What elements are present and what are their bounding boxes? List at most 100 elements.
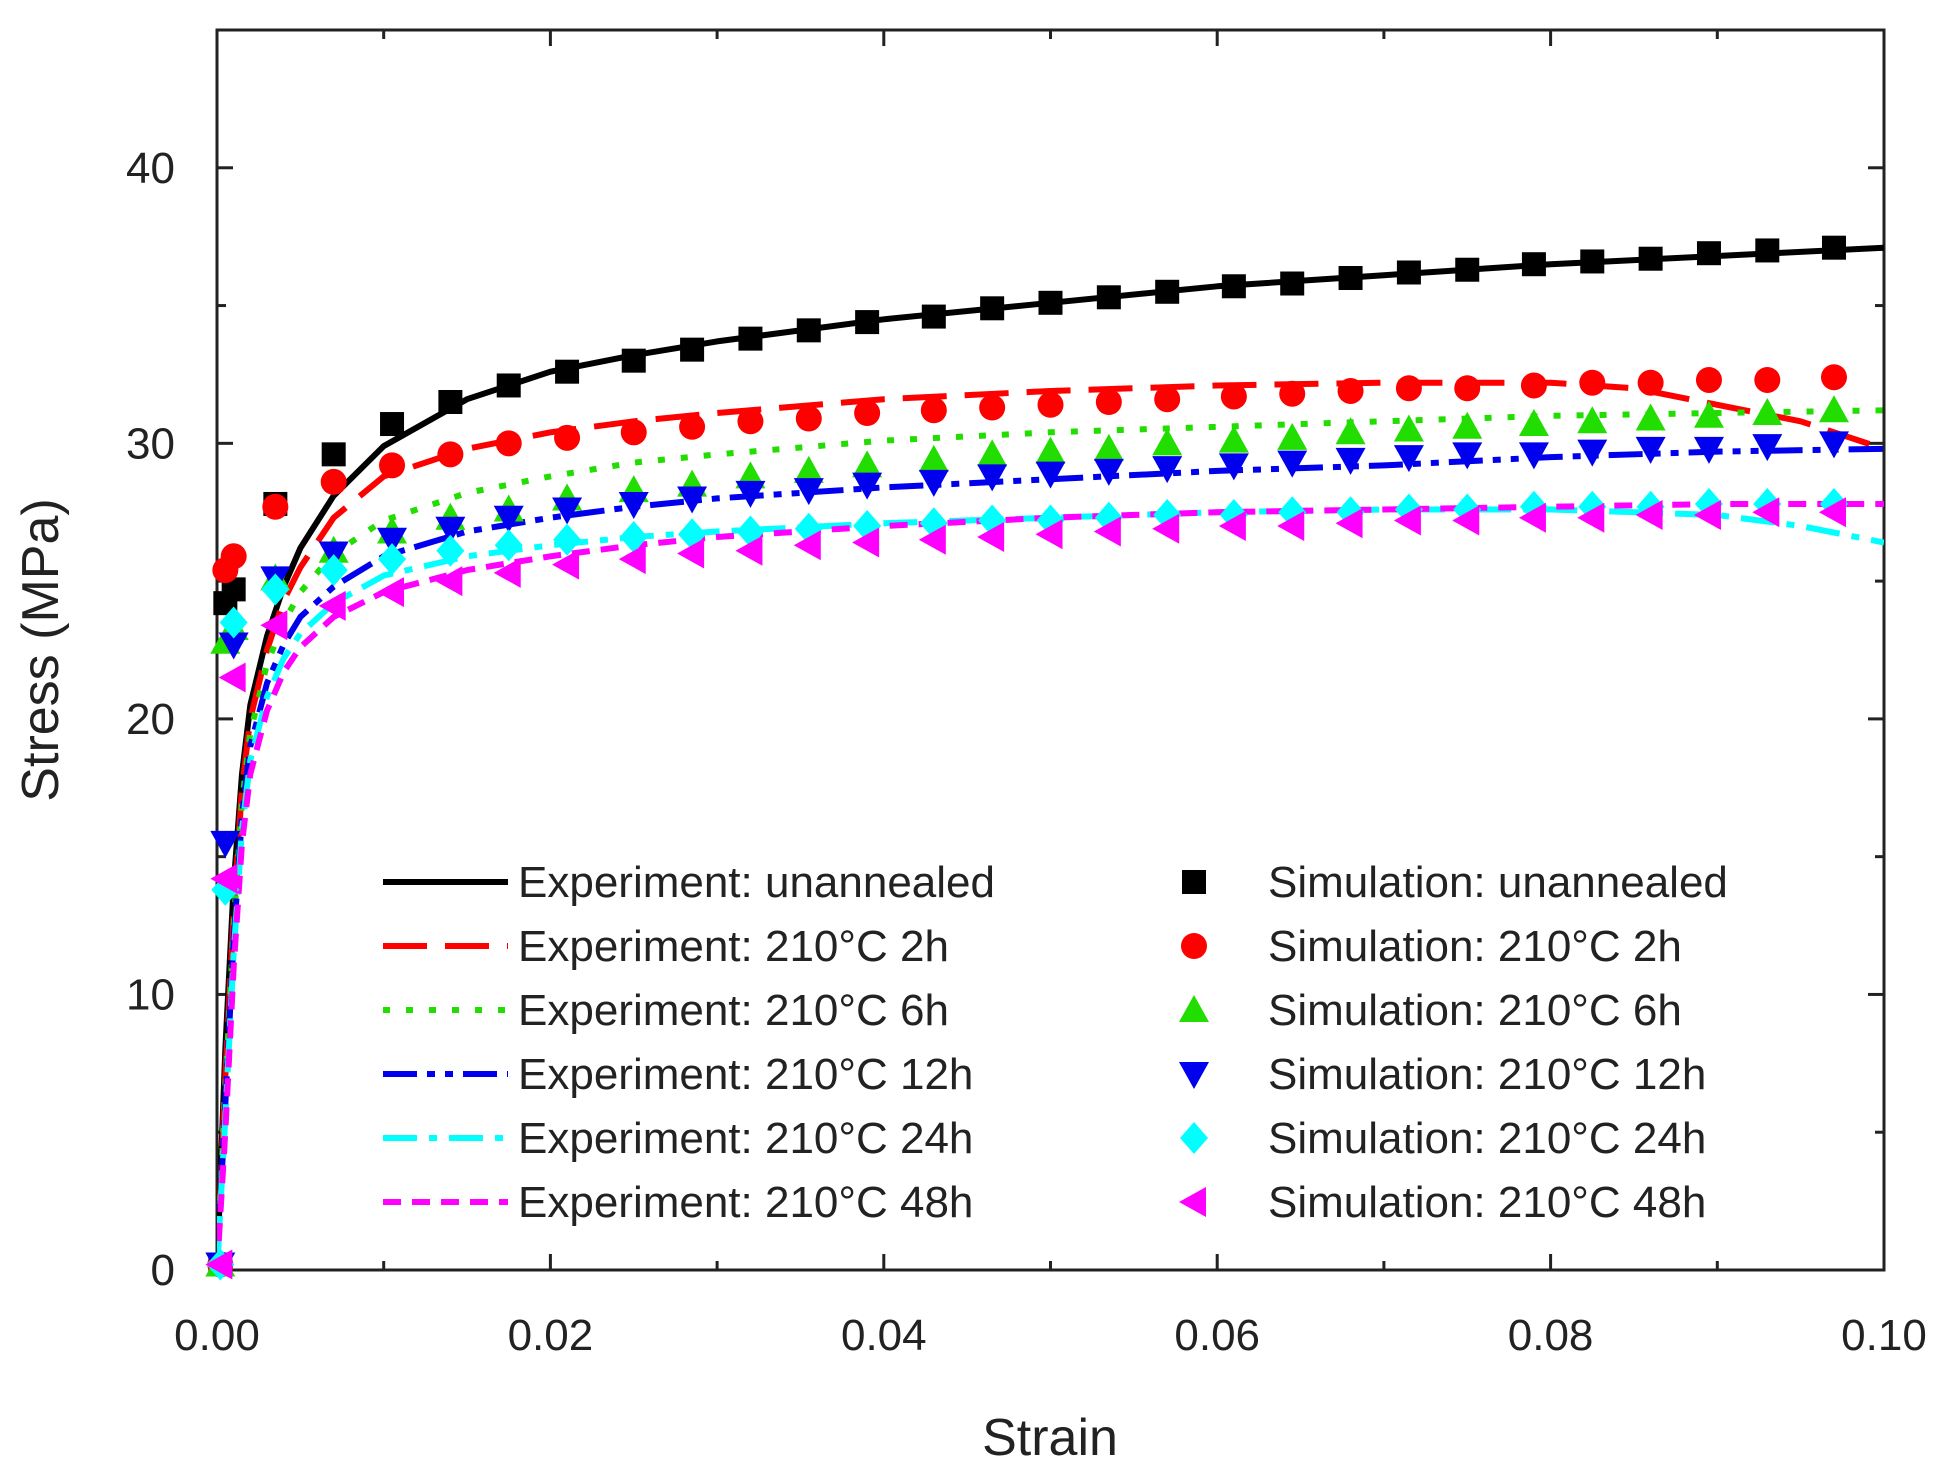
legend-label: Experiment: 210°C 2h [518, 922, 949, 971]
data-point [1752, 398, 1783, 426]
data-point [262, 493, 289, 520]
data-point [918, 524, 946, 555]
data-point [1577, 439, 1608, 467]
data-point [1335, 417, 1366, 445]
x-axis-title: Strain [982, 1409, 1118, 1467]
data-point [205, 1249, 233, 1280]
data-point [735, 480, 766, 508]
y-tick-label: 20 [126, 695, 175, 744]
legend-label: Experiment: unannealed [518, 858, 995, 907]
data-point [793, 478, 824, 506]
data-point [1695, 366, 1722, 393]
data-point [319, 554, 348, 587]
data-point [493, 505, 524, 533]
data-point [1096, 285, 1121, 310]
data-point [554, 424, 581, 451]
data-point [679, 413, 706, 440]
legend-marker-swatch [1181, 933, 1207, 959]
data-point [1455, 257, 1480, 282]
legend-label: Simulation: 210°C 48h [1268, 1178, 1706, 1227]
data-point [1093, 433, 1124, 461]
data-point [1221, 274, 1246, 299]
data-point [1693, 400, 1724, 428]
data-point [261, 573, 290, 606]
data-point [1035, 461, 1066, 489]
data-point [979, 394, 1006, 421]
data-point [1393, 445, 1424, 473]
legend-label: Experiment: 210°C 48h [518, 1178, 973, 1227]
data-point [1577, 406, 1608, 434]
legend-label: Simulation: 210°C 12h [1268, 1050, 1706, 1099]
data-point [796, 318, 821, 343]
data-point [1755, 238, 1780, 263]
data-point [1518, 409, 1549, 437]
data-point [795, 405, 822, 432]
data-point [1337, 377, 1364, 404]
data-point [218, 662, 246, 693]
data-point [618, 491, 649, 519]
legend-label: Experiment: 210°C 6h [518, 986, 949, 1035]
data-point [496, 373, 521, 398]
legend-marker-swatch [1179, 995, 1209, 1022]
series-markers [205, 235, 1849, 1281]
data-point [1037, 391, 1064, 418]
data-point [1637, 369, 1664, 396]
data-point [378, 543, 407, 576]
data-point [495, 430, 522, 457]
data-point [737, 408, 764, 435]
y-tick-label: 40 [126, 144, 175, 193]
data-point [977, 439, 1008, 467]
data-point [677, 486, 708, 514]
legend-marker-swatch [1182, 870, 1206, 894]
data-point [918, 469, 949, 497]
data-point [318, 590, 346, 621]
legend-marker-swatch [1179, 1062, 1209, 1089]
data-point [321, 442, 346, 467]
data-point [680, 337, 705, 362]
legend-marker-swatch [1179, 1187, 1206, 1217]
legend-label: Simulation: 210°C 24h [1268, 1114, 1706, 1163]
y-tick-label: 30 [126, 419, 175, 468]
data-point [1818, 497, 1846, 528]
data-point [1095, 389, 1122, 415]
data-point [435, 566, 463, 597]
data-point [377, 577, 405, 608]
data-point [437, 441, 464, 468]
data-point [1577, 502, 1605, 533]
x-tick-label: 0.04 [841, 1311, 927, 1360]
axis-ticks: 0.00 0.02 0.04 0.06 0.08 0.10 0 10 20 30 40 [126, 28, 1927, 1360]
data-point [320, 468, 347, 495]
data-point [1635, 436, 1666, 464]
data-point [1154, 386, 1181, 413]
data-point [618, 544, 646, 575]
data-point [1452, 411, 1483, 439]
data-point [493, 557, 521, 588]
series-line [217, 407, 1884, 1270]
data-point [1335, 508, 1363, 539]
x-tick-label: 0.02 [508, 1311, 594, 1360]
data-point [555, 359, 580, 384]
data-point [552, 549, 580, 580]
legend-label: Simulation: 210°C 6h [1268, 986, 1682, 1035]
data-point [1820, 364, 1847, 391]
series-line [217, 501, 1884, 1270]
data-point [379, 452, 406, 479]
data-point [1693, 499, 1721, 530]
data-point [1452, 505, 1480, 536]
data-point [1635, 499, 1663, 530]
legend-marker-swatch [1180, 1122, 1208, 1154]
data-point [852, 450, 883, 478]
data-point [1396, 260, 1421, 285]
data-point [920, 397, 947, 424]
legend-label: Experiment: 210°C 24h [518, 1114, 973, 1163]
data-point [219, 606, 248, 639]
legend-label: Simulation: unannealed [1268, 858, 1728, 907]
data-point [921, 304, 946, 329]
data-point [1035, 519, 1063, 550]
data-point [1754, 366, 1781, 393]
data-point [1454, 375, 1481, 402]
data-point [210, 830, 241, 858]
data-point [1218, 511, 1246, 541]
data-point [1152, 456, 1183, 484]
